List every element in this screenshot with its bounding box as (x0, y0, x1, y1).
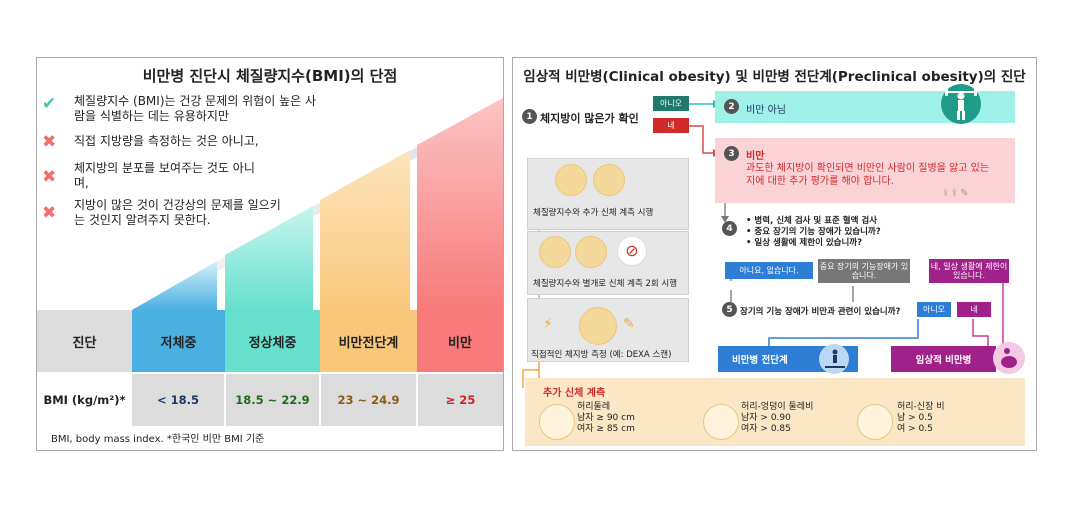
treadmill-icon (819, 344, 849, 374)
bone-icon: ✎ (623, 316, 635, 332)
criterion-text: 지방이 많은 것이 건강상의 문제를 일으키는 것인지 알려주지 못한다. (74, 198, 281, 227)
obese-box (715, 138, 1015, 203)
bmi-value-underweight: < 18.5 (132, 374, 224, 426)
answer-no-dysfunction: 아니요, 없습니다. (725, 262, 813, 279)
extra-item: 허리-신장 비 남 > 0.5 여 > 0.5 (897, 402, 945, 434)
bmi-limitations-panel: 비만병 진단시 체질량지수(BMI)의 단점 ✔ 체질량지수 (BMI)는 건강… (36, 57, 504, 451)
step-number: 3 (724, 146, 739, 161)
dexa-body-icon (579, 307, 617, 345)
right-panel-title: 임상적 비만병(Clinical obesity) 및 비만병 전단계(Prec… (523, 69, 1026, 85)
diagonal-shadow (132, 98, 503, 320)
check-icon: ✔ (42, 94, 57, 114)
yes-answer-badge: 네 (653, 118, 689, 133)
normal-step (225, 206, 313, 310)
underweight-step (132, 261, 217, 310)
criterion-text: 체지방의 분포를 보여주는 것도 아니며, (74, 161, 255, 190)
yes-answer-badge: 네 (957, 302, 991, 317)
no-bmi-icon: ⊘ (617, 236, 647, 266)
step-number: 1 (522, 109, 537, 124)
step4-bullets: • 병력, 신체 검사 및 표준 혈액 검사 • 중요 장기의 기능 장애가 있… (746, 216, 881, 248)
waist-icon (539, 404, 575, 440)
lightning-icon: ⚡ (543, 316, 553, 332)
obesity-diagnosis-panel: 임상적 비만병(Clinical obesity) 및 비만병 전단계(Prec… (512, 57, 1037, 451)
answer-organ-dysfunction: 중요 장기의 기능장애가 있습니다. (818, 259, 910, 283)
step3-title: 비만 (746, 151, 765, 162)
step5-text: 장기의 기능 장애가 비만과 관련이 있습니까? (740, 307, 901, 317)
method-text: 체질량지수와 추가 신체 계측 시행 (533, 208, 654, 218)
waist-height-icon (857, 404, 893, 440)
step2-text: 비만 아님 (746, 105, 786, 116)
method-text: 직접적인 체지방 측정 (예: DEXA 스캔) (531, 350, 672, 360)
step-number: 2 (724, 99, 739, 114)
method-text: 체질량지수와 별개로 신체 계측 2회 시행 (533, 279, 678, 289)
category-preobesity: 비만전단계 (320, 310, 417, 372)
step-number: 4 (722, 221, 737, 236)
tape-measure-icon (575, 236, 607, 268)
result-clinical: 임상적 비만병 (891, 346, 996, 372)
step-number: 5 (722, 302, 737, 317)
extra-measurements-box (525, 378, 1025, 446)
tape-measure-icon (593, 164, 625, 196)
bmi-value-normal: 18.5 ~ 22.9 (226, 374, 319, 426)
bmi-value-preobesity: 23 ~ 24.9 (321, 374, 416, 426)
left-panel-title: 비만병 진단시 체질량지수(BMI)의 단점 (142, 67, 398, 85)
waist-hip-icon (703, 404, 739, 440)
cross-icon: ✖ (42, 167, 57, 187)
cross-icon: ✖ (42, 203, 57, 223)
extra-item: 허리둘레 남자 ≥ 90 cm 여자 ≥ 85 cm (577, 402, 635, 434)
bmi-staircase-graphic (132, 98, 503, 320)
category-normal: 정상체중 (225, 310, 320, 372)
scale-icon (539, 236, 571, 268)
step1-text: 체지방이 많은가 확인 (540, 112, 639, 125)
extra-title: 추가 신체 계측 (543, 388, 606, 399)
exam-icons: ⚕ ⚕ ✎ (943, 188, 969, 199)
answer-daily-limitation: 네, 일상 생활에 제한이 있습니다. (929, 259, 1009, 283)
category-underweight: 저체중 (132, 310, 225, 372)
diagnosis-row-label: 진단 (37, 310, 132, 372)
no-answer-badge: 아니오 (653, 96, 689, 111)
criterion-text: 직접 지방량을 측정하는 것은 아니고, (74, 134, 259, 148)
footnote: BMI, body mass index. *한국인 비만 BMI 기준 (51, 434, 265, 445)
category-obesity: 비만 (417, 310, 503, 372)
weightlifter-icon (941, 84, 981, 124)
no-answer-badge: 아니오 (917, 302, 951, 317)
scale-icon (555, 164, 587, 196)
bmi-row-label: BMI (kg/m²)* (37, 374, 132, 426)
cross-icon: ✖ (42, 132, 57, 152)
person-sitting-icon (993, 342, 1025, 374)
criterion-text: 체질량지수 (BMI)는 건강 문제의 위험이 높은 사람을 식별하는 데는 유… (74, 94, 317, 123)
obesity-step (417, 98, 503, 310)
extra-item: 허리-엉덩이 둘레비 남자 > 0.90 여자 > 0.85 (741, 402, 814, 434)
bmi-value-obesity: ≥ 25 (418, 374, 503, 426)
preobesity-step (320, 150, 410, 310)
step3-desc: 과도한 체지방이 확인되면 비만인 사람이 질병을 앓고 있는지에 대한 추가 … (746, 163, 990, 187)
